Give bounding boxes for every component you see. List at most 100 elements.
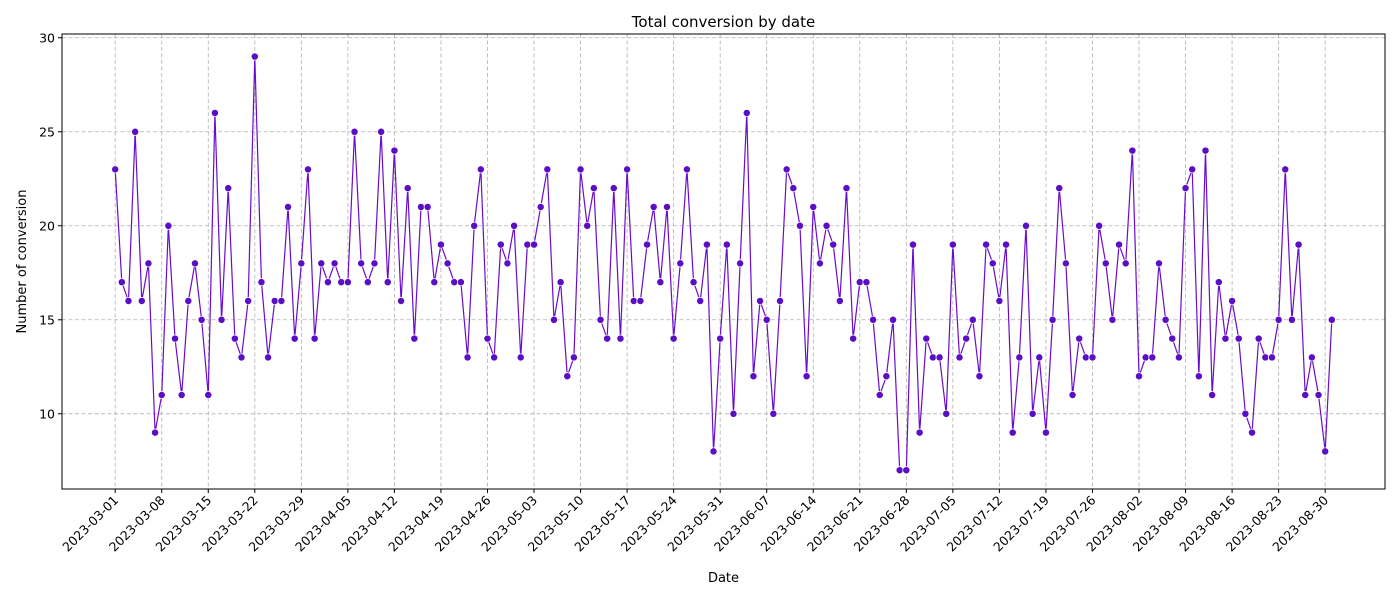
data-point xyxy=(290,334,299,343)
data-point xyxy=(982,240,991,249)
data-point xyxy=(1261,353,1270,362)
data-point xyxy=(636,297,645,305)
data-point xyxy=(284,203,292,211)
data-point xyxy=(696,297,705,305)
data-point xyxy=(1035,353,1044,362)
data-point xyxy=(1095,221,1104,230)
data-point xyxy=(988,259,997,268)
data-point xyxy=(656,278,665,287)
data-point xyxy=(124,297,133,305)
data-point xyxy=(928,353,937,362)
data-point xyxy=(337,278,346,287)
series-markers xyxy=(111,52,1336,475)
data-point xyxy=(1181,184,1190,193)
data-point xyxy=(417,203,425,211)
data-point xyxy=(1075,334,1084,343)
data-point xyxy=(470,221,479,230)
data-point xyxy=(111,165,120,174)
data-point xyxy=(510,221,519,230)
data-point xyxy=(1055,184,1064,193)
data-point xyxy=(323,278,332,287)
data-point xyxy=(842,184,851,193)
data-point xyxy=(915,428,924,437)
data-point xyxy=(729,409,738,418)
data-point xyxy=(277,297,286,305)
data-point xyxy=(1115,240,1124,249)
data-point xyxy=(789,184,798,193)
data-point xyxy=(623,165,632,174)
data-point xyxy=(948,240,957,249)
data-point xyxy=(1101,259,1110,268)
data-point xyxy=(184,297,193,305)
data-point xyxy=(1128,146,1137,155)
data-point xyxy=(909,240,917,249)
data-point xyxy=(363,278,372,287)
data-point xyxy=(550,315,558,324)
data-point xyxy=(716,334,725,343)
data-point xyxy=(782,165,791,174)
data-point xyxy=(1022,221,1030,230)
data-point xyxy=(237,353,246,362)
data-point xyxy=(1161,315,1170,324)
data-point xyxy=(1307,353,1316,362)
data-point xyxy=(1254,334,1263,343)
data-point xyxy=(596,315,605,324)
data-point xyxy=(1241,409,1250,418)
data-point xyxy=(895,466,904,475)
data-point xyxy=(1108,315,1117,324)
data-point xyxy=(603,334,612,343)
data-point xyxy=(855,278,864,287)
data-point xyxy=(576,165,585,174)
data-point xyxy=(589,184,598,193)
data-point xyxy=(742,109,751,117)
data-point xyxy=(1155,259,1163,268)
data-point xyxy=(357,259,366,268)
data-point xyxy=(889,315,897,324)
data-point xyxy=(722,240,731,249)
grid-lines xyxy=(62,34,1385,489)
data-point xyxy=(975,372,984,381)
data-point xyxy=(1221,334,1230,343)
data-point xyxy=(815,259,824,268)
data-point xyxy=(390,146,399,155)
data-point xyxy=(1188,165,1197,174)
data-point xyxy=(476,165,485,174)
x-axis-label: Date xyxy=(708,571,739,586)
data-point xyxy=(536,203,545,211)
data-point xyxy=(1121,259,1130,268)
data-point xyxy=(397,297,406,305)
data-point xyxy=(1061,259,1070,268)
data-point xyxy=(669,334,678,343)
data-point xyxy=(709,447,718,456)
data-point xyxy=(663,203,671,211)
data-point xyxy=(456,278,465,287)
data-point xyxy=(968,315,977,324)
data-point xyxy=(1201,146,1210,155)
data-point xyxy=(304,165,312,174)
data-point xyxy=(503,259,512,268)
x-axis: 2023-03-012023-03-082023-03-152023-03-22… xyxy=(59,489,1331,554)
data-point xyxy=(257,278,266,287)
data-point xyxy=(1008,428,1017,437)
data-point xyxy=(1081,353,1090,362)
data-point xyxy=(410,334,419,343)
data-point xyxy=(377,127,386,136)
data-point xyxy=(423,203,432,211)
series-layer xyxy=(111,52,1336,475)
data-point xyxy=(796,221,804,230)
data-point xyxy=(543,165,552,174)
data-point xyxy=(702,240,711,249)
data-point xyxy=(224,184,233,193)
data-point xyxy=(869,315,878,324)
data-point xyxy=(629,297,638,305)
data-point xyxy=(1281,165,1290,174)
data-point xyxy=(310,334,319,343)
data-point xyxy=(922,334,931,343)
data-point xyxy=(1148,353,1157,362)
data-point xyxy=(437,240,445,249)
data-point xyxy=(430,278,439,287)
y-tick-label: 10 xyxy=(39,406,55,421)
data-point xyxy=(643,240,652,249)
data-point xyxy=(1194,372,1203,381)
